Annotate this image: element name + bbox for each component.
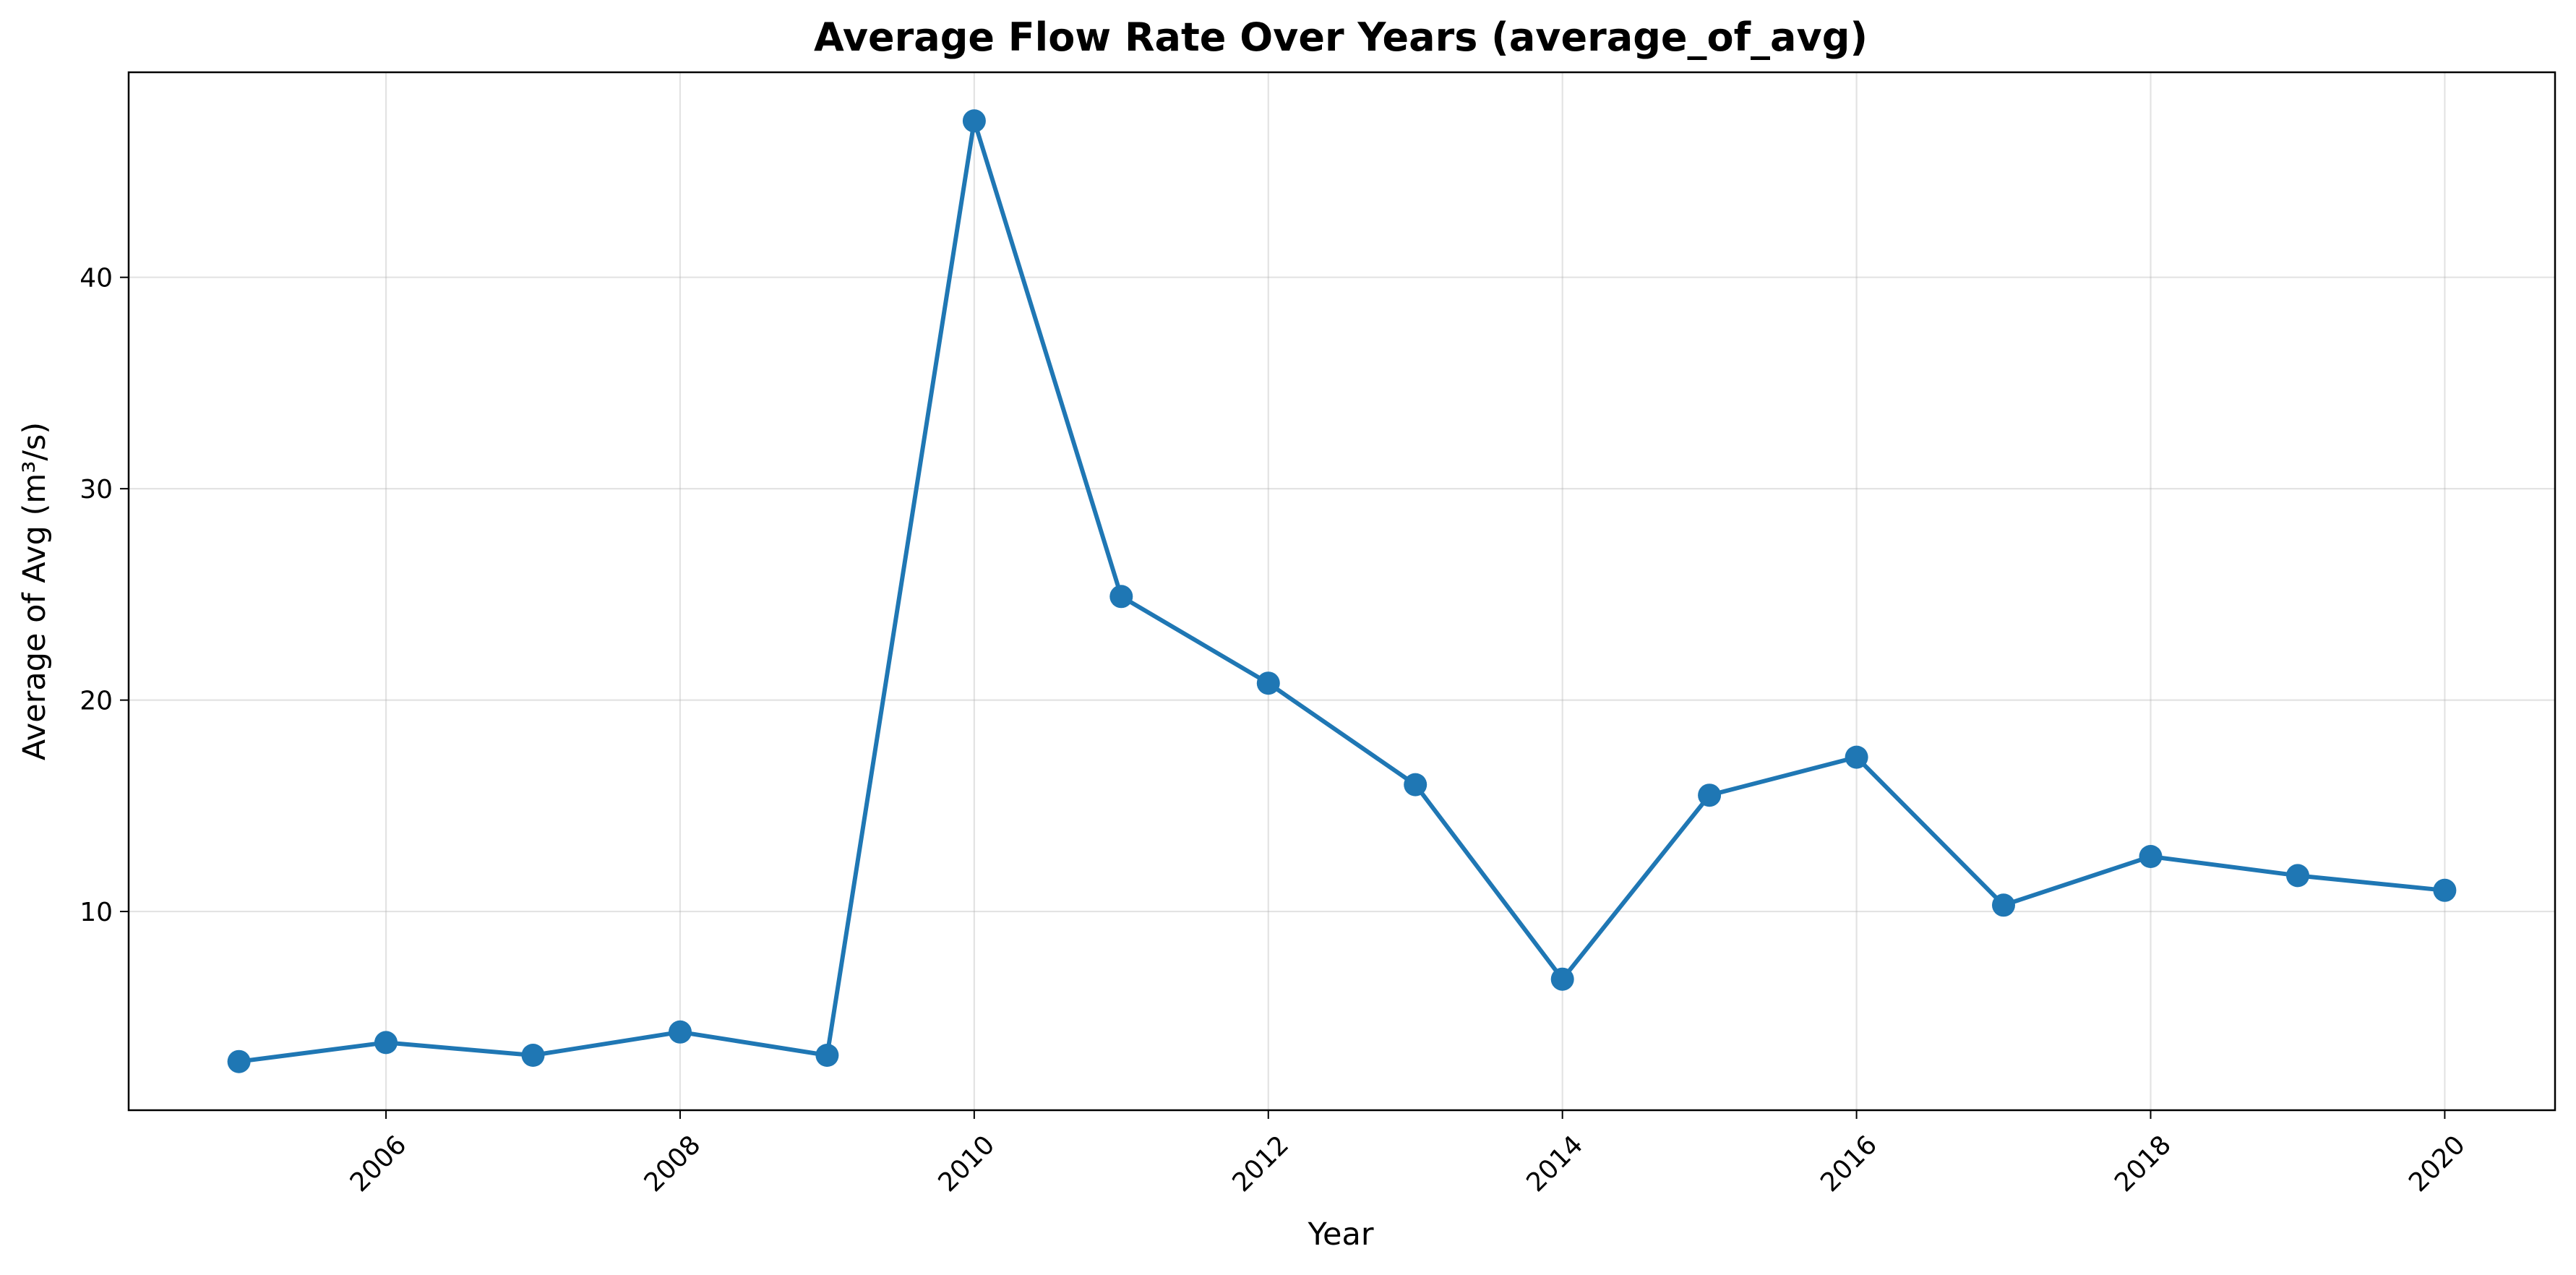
data-point: [1992, 893, 2015, 917]
data-point: [1550, 967, 1574, 991]
chart-title: Average Flow Rate Over Years (average_of…: [814, 14, 1868, 60]
data-point: [1404, 773, 1427, 797]
data-point: [2433, 878, 2457, 902]
x-axis-label: Year: [1307, 1216, 1373, 1253]
data-point: [669, 1020, 692, 1044]
data-point: [2139, 845, 2163, 868]
data-point: [1109, 585, 1133, 609]
data-point: [962, 109, 986, 133]
data-point: [521, 1044, 545, 1067]
plot-area: [127, 71, 2556, 1112]
data-point: [815, 1044, 839, 1067]
series-line: [236, 119, 2447, 1064]
y-tick-label: 10: [80, 898, 113, 927]
y-tick-label: 30: [80, 475, 113, 505]
y-axis-label: Average of Avg (m³/s): [17, 422, 53, 760]
y-tick-label: 40: [80, 264, 113, 293]
grid: [129, 72, 2555, 1110]
data-point: [1845, 745, 1868, 769]
data-points: [227, 109, 2457, 1073]
data-point: [227, 1049, 251, 1073]
data-point: [2286, 864, 2309, 888]
data-point: [1698, 784, 1722, 807]
y-axis-ticks: 10 20 30 40: [80, 264, 129, 927]
y-tick-label: 20: [80, 687, 113, 716]
data-point: [374, 1031, 398, 1055]
data-point: [1256, 671, 1280, 695]
